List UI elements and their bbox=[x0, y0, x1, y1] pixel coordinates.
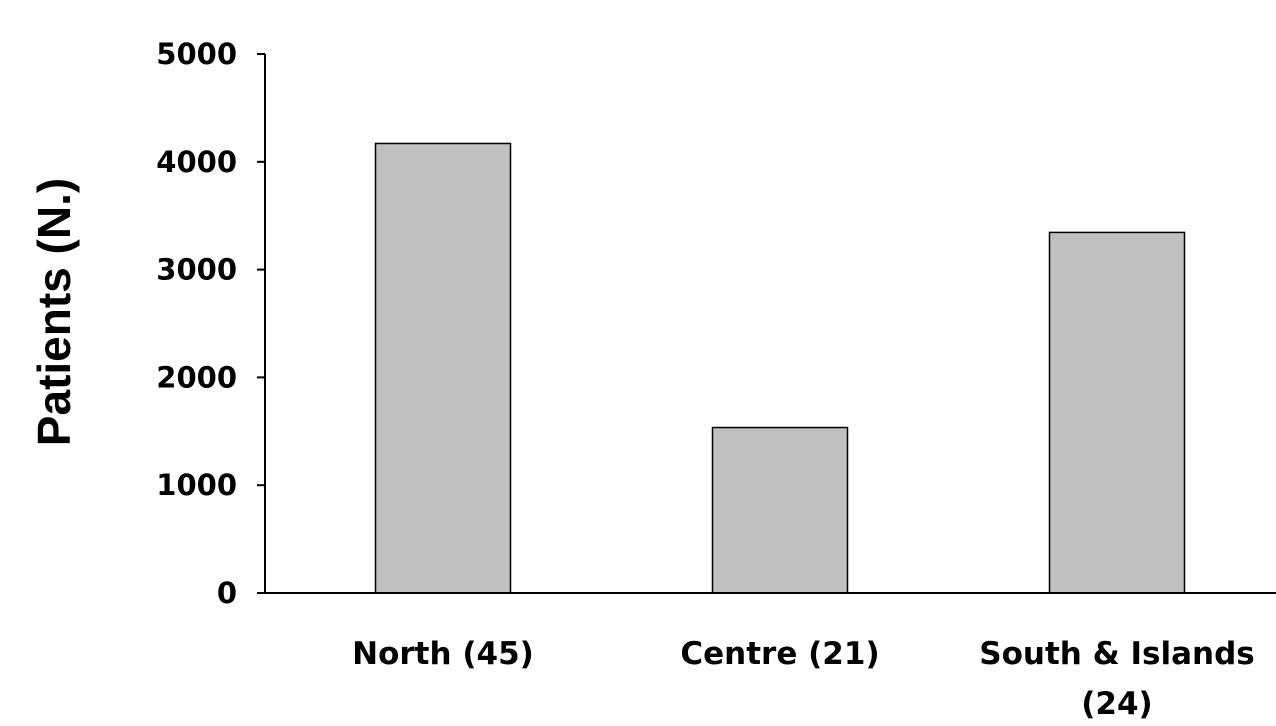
y-axis: 0 1000 2000 3000 4000 5000 bbox=[156, 37, 266, 610]
y-tick-label: 5000 bbox=[156, 37, 237, 71]
x-tick-label: North (45) bbox=[352, 636, 534, 672]
y-tick-label: 4000 bbox=[156, 145, 237, 179]
x-axis-labels: North (45) Centre (21) South & Islands (24) bbox=[352, 636, 1255, 722]
y-tick-label: 0 bbox=[217, 576, 237, 610]
x-tick-label: Centre (21) bbox=[680, 636, 879, 672]
bar bbox=[711, 426, 849, 594]
y-axis-title-group: Patients (N.) bbox=[28, 178, 80, 446]
x-tick-label-line: (24) bbox=[1081, 686, 1152, 722]
y-tick-label: 1000 bbox=[156, 468, 237, 502]
y-axis-title: Patients (N.) bbox=[28, 178, 80, 446]
y-tick-label: 3000 bbox=[156, 253, 237, 287]
bar bbox=[374, 142, 512, 594]
bars bbox=[374, 142, 1186, 594]
x-tick-label-line: Centre (21) bbox=[680, 636, 879, 672]
x-tick-label: South & Islands (24) bbox=[979, 636, 1254, 722]
y-tick-label: 2000 bbox=[156, 360, 237, 394]
x-tick-label-line: South & Islands bbox=[979, 636, 1254, 672]
x-tick-label-line: North (45) bbox=[352, 636, 534, 672]
bar bbox=[1048, 231, 1186, 594]
